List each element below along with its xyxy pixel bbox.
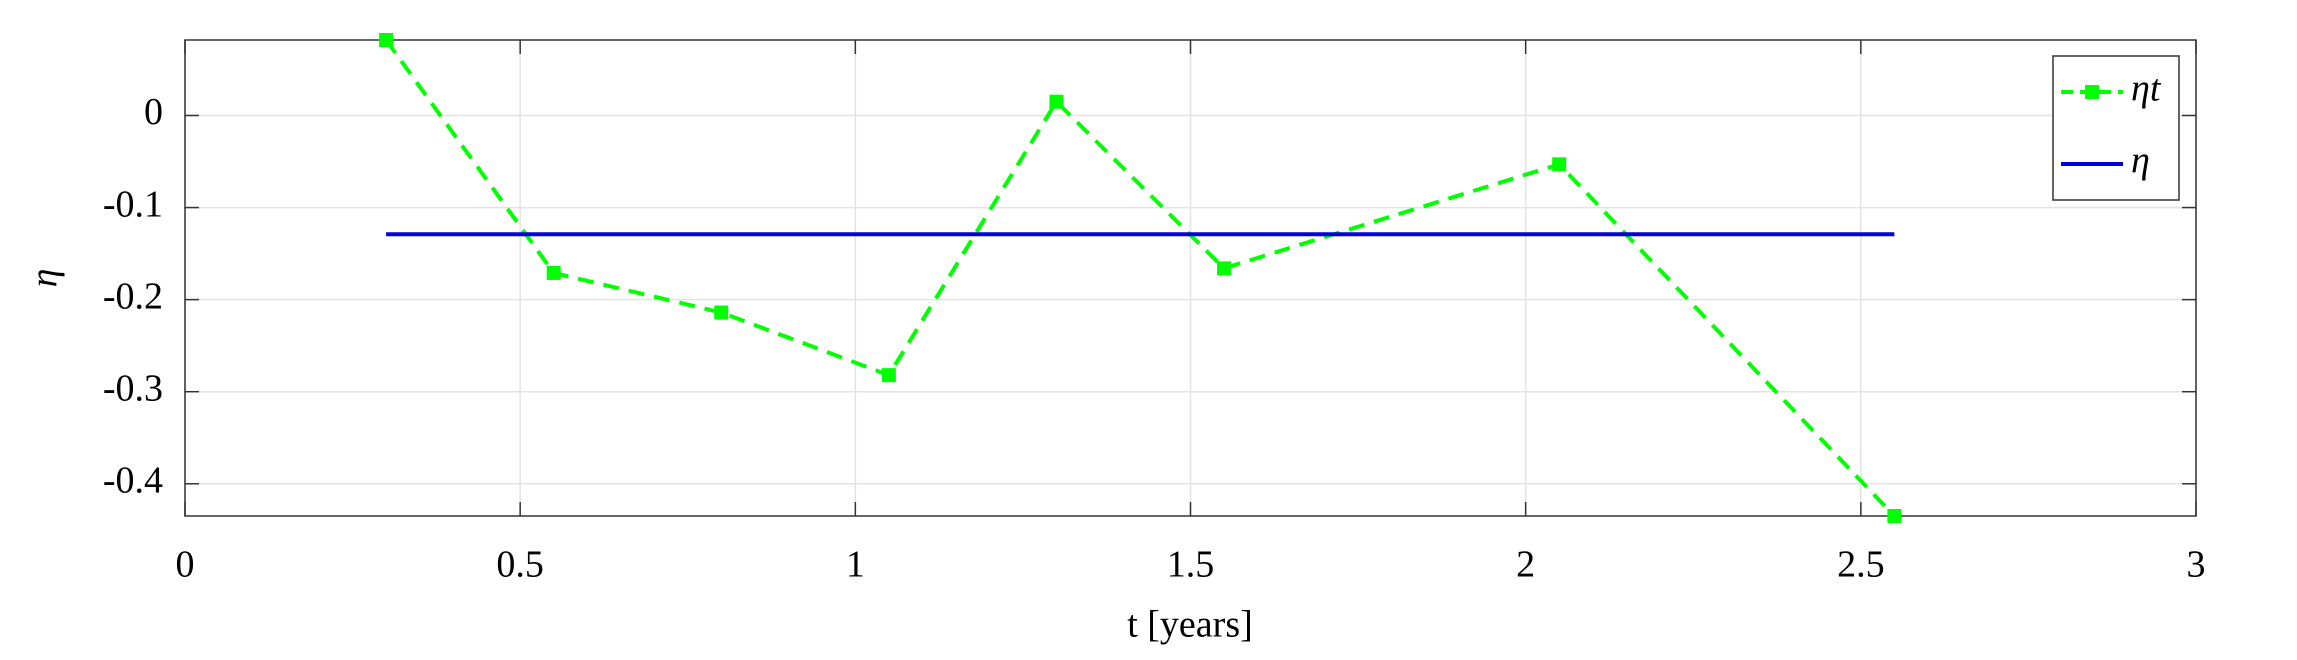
marker bbox=[1049, 94, 1064, 109]
y-tick-label: -0.1 bbox=[103, 183, 163, 225]
y-tick-label: -0.3 bbox=[103, 367, 163, 409]
legend-box bbox=[2052, 55, 2180, 201]
marker bbox=[1887, 509, 1902, 523]
marker bbox=[714, 305, 729, 320]
x-tick-label: 3 bbox=[2187, 544, 2206, 586]
marker bbox=[379, 33, 394, 47]
x-tick-label: 1 bbox=[846, 544, 865, 586]
series-line bbox=[384, 38, 1896, 518]
legend-marker bbox=[2085, 85, 2099, 99]
axes-box bbox=[184, 39, 2197, 517]
y-tick-label: -0.2 bbox=[103, 275, 163, 317]
marker bbox=[546, 265, 561, 280]
y-tick-label: 0 bbox=[144, 91, 163, 133]
marker bbox=[881, 368, 896, 383]
x-tick-label: 2.5 bbox=[1837, 544, 1885, 586]
legend-label: ηt bbox=[2131, 68, 2162, 110]
x-tick-label: 0.5 bbox=[496, 544, 544, 586]
x-tick-label: 2 bbox=[1516, 544, 1535, 586]
y-tick-label: -0.4 bbox=[103, 459, 163, 501]
marker bbox=[1552, 157, 1567, 172]
x-tick-label: 1.5 bbox=[1167, 544, 1215, 586]
x-axis-label: t [years] bbox=[1127, 604, 1253, 646]
y-axis-label: η bbox=[24, 269, 66, 288]
marker bbox=[1217, 261, 1232, 276]
legend-label: η bbox=[2131, 140, 2150, 182]
x-tick-label: 0 bbox=[176, 544, 195, 586]
